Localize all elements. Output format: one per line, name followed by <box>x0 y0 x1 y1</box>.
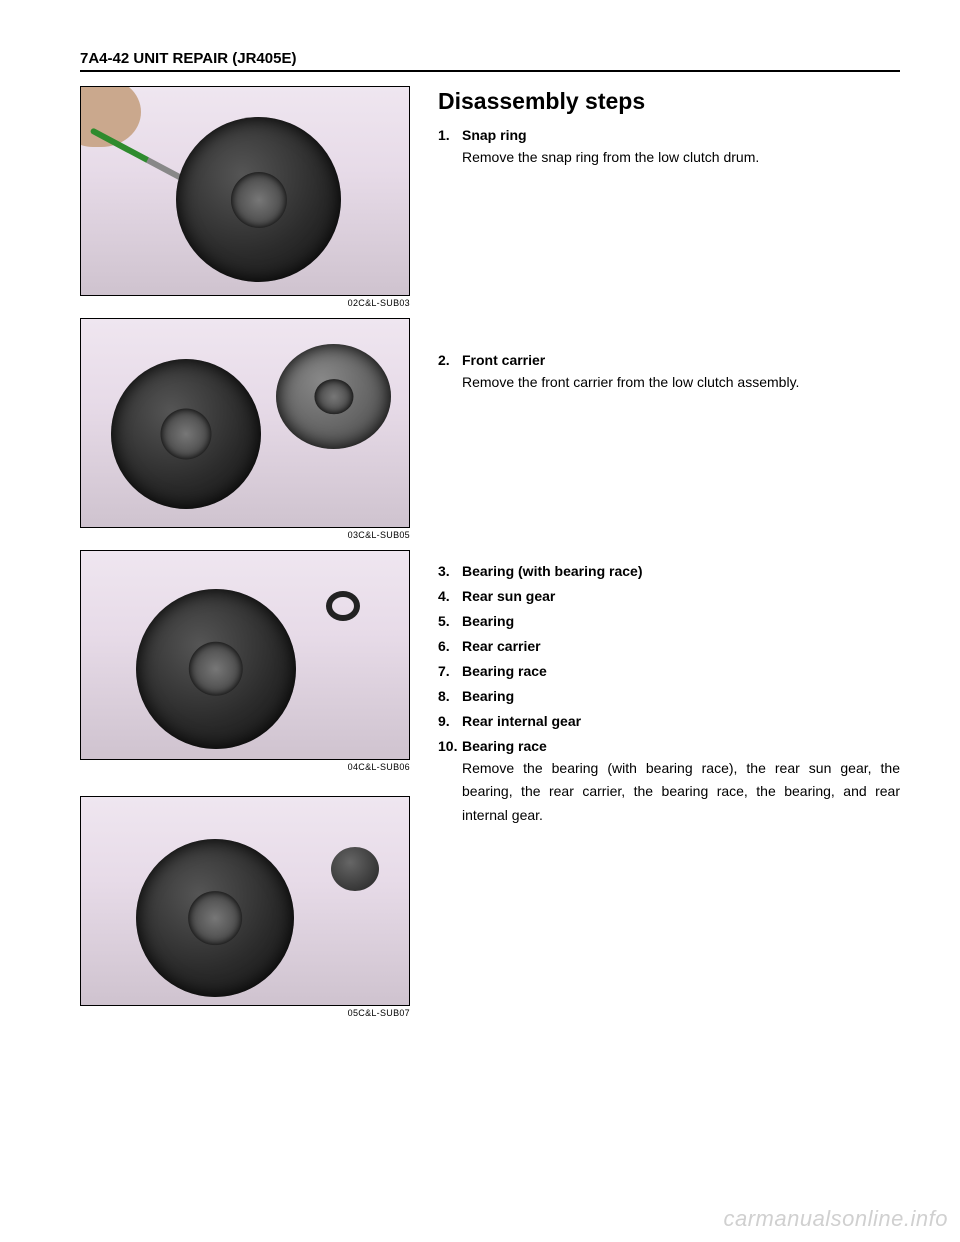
figure-3: 04C&L-SUB06 <box>80 550 410 772</box>
step-title: Rear carrier <box>462 636 541 657</box>
step-number: 9. <box>438 711 462 732</box>
step-number: 7. <box>438 661 462 682</box>
figure-column: 02C&L-SUB03 03C&L-SUB05 04C&L-SUB06 <box>80 86 410 1028</box>
step-7: 7.Bearing race <box>438 661 900 682</box>
step-number: 10. <box>438 736 462 757</box>
step-3: 3.Bearing (with bearing race) <box>438 561 900 582</box>
figure-2-image <box>80 318 410 528</box>
step-number: 1. <box>438 125 462 146</box>
step-title: Rear internal gear <box>462 711 581 732</box>
step-title: Bearing race <box>462 736 547 757</box>
step-8: 8.Bearing <box>438 686 900 707</box>
step-4: 4.Rear sun gear <box>438 586 900 607</box>
figure-3-image <box>80 550 410 760</box>
page-header: 7A4-42 UNIT REPAIR (JR405E) <box>80 50 900 72</box>
step-number: 3. <box>438 561 462 582</box>
step-number: 6. <box>438 636 462 657</box>
step-5: 5.Bearing <box>438 611 900 632</box>
step-body: Remove the bearing (with bearing race), … <box>462 757 900 828</box>
step-title: Bearing <box>462 611 514 632</box>
step-title: Bearing race <box>462 661 547 682</box>
figure-4-image <box>80 796 410 1006</box>
step-9: 9.Rear internal gear <box>438 711 900 732</box>
step-title: Front carrier <box>462 350 545 371</box>
figure-1: 02C&L-SUB03 <box>80 86 410 308</box>
steps-block-3: 3.Bearing (with bearing race) 4.Rear sun… <box>438 561 900 828</box>
figure-2-caption: 03C&L-SUB05 <box>80 530 410 540</box>
figure-3-caption: 04C&L-SUB06 <box>80 762 410 772</box>
step-number: 5. <box>438 611 462 632</box>
step-10: 10.Bearing race Remove the bearing (with… <box>438 736 900 828</box>
figure-1-caption: 02C&L-SUB03 <box>80 298 410 308</box>
step-title: Snap ring <box>462 125 527 146</box>
step-title: Bearing (with bearing race) <box>462 561 642 582</box>
step-2: 2. Front carrier Remove the front carrie… <box>438 350 900 395</box>
figure-4: 05C&L-SUB07 <box>80 796 410 1018</box>
section-title: Disassembly steps <box>438 88 900 115</box>
step-number: 4. <box>438 586 462 607</box>
watermark: carmanualsonline.info <box>723 1206 948 1232</box>
step-body: Remove the front carrier from the low cl… <box>462 371 900 395</box>
step-6: 6.Rear carrier <box>438 636 900 657</box>
content-column: Disassembly steps 1. Snap ring Remove th… <box>438 86 900 1028</box>
step-number: 8. <box>438 686 462 707</box>
header-text: 7A4-42 UNIT REPAIR (JR405E) <box>80 50 296 67</box>
figure-2: 03C&L-SUB05 <box>80 318 410 540</box>
step-title: Bearing <box>462 686 514 707</box>
figure-4-caption: 05C&L-SUB07 <box>80 1008 410 1018</box>
step-number: 2. <box>438 350 462 371</box>
step-body: Remove the snap ring from the low clutch… <box>462 146 900 170</box>
step-title: Rear sun gear <box>462 586 555 607</box>
steps-block-2: 2. Front carrier Remove the front carrie… <box>438 350 900 395</box>
steps-block-1: 1. Snap ring Remove the snap ring from t… <box>438 125 900 170</box>
figure-1-image <box>80 86 410 296</box>
step-1: 1. Snap ring Remove the snap ring from t… <box>438 125 900 170</box>
